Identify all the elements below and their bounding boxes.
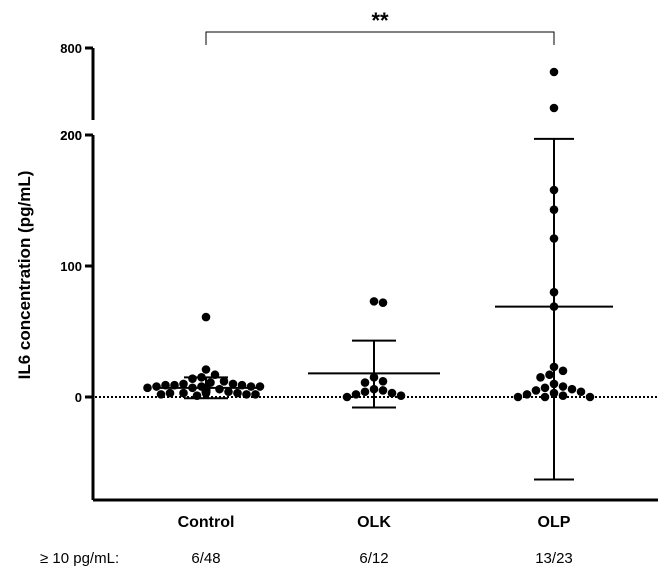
data-point xyxy=(396,391,406,400)
data-point xyxy=(536,373,545,382)
footer-label: ≥ 10 pg/mL: xyxy=(40,550,119,567)
category-label-olk: OLK xyxy=(357,514,391,531)
data-point xyxy=(215,384,224,394)
data-point xyxy=(360,387,370,397)
data-point xyxy=(179,379,188,389)
data-point xyxy=(228,379,238,389)
data-point xyxy=(540,383,550,393)
labels: IL6 concentration (pg/mL) Control 6/48 OLK 6… xyxy=(15,8,573,567)
data-point xyxy=(165,388,175,398)
group-control xyxy=(143,312,265,400)
data-point xyxy=(558,382,568,391)
category-label-olp: OLP xyxy=(538,514,571,531)
y-tick-label: 800 xyxy=(60,41,82,56)
data-point xyxy=(246,382,256,391)
data-point xyxy=(201,365,211,374)
data-point xyxy=(351,390,361,399)
category-label-control: Control xyxy=(178,514,235,531)
footer-value-olk: 6/12 xyxy=(359,550,388,567)
data-point xyxy=(342,392,352,402)
data-point xyxy=(378,298,388,307)
data-point xyxy=(522,390,532,399)
data-point xyxy=(201,312,211,322)
y-tick-label: 200 xyxy=(60,128,82,143)
data-point xyxy=(156,390,166,399)
data-point xyxy=(558,391,568,400)
significance-bracket: ** xyxy=(205,8,555,45)
data-point xyxy=(585,392,595,402)
data-point xyxy=(387,388,397,398)
data-point xyxy=(549,67,559,77)
data-point xyxy=(251,390,260,399)
significance-label: ** xyxy=(371,8,389,33)
data-point xyxy=(567,384,577,394)
data-point xyxy=(378,376,388,386)
y-tick-label: 200 xyxy=(60,128,82,143)
footer-value-control: 6/48 xyxy=(191,550,220,567)
footer-value-olp: 13/23 xyxy=(535,550,573,567)
data-point xyxy=(576,387,586,397)
data-point xyxy=(531,386,541,395)
data-point xyxy=(179,388,188,398)
groups xyxy=(143,67,613,481)
data-point xyxy=(369,297,379,306)
data-point xyxy=(219,376,229,386)
data-point xyxy=(549,103,559,113)
data-point xyxy=(242,390,251,399)
data-point xyxy=(152,382,161,391)
data-point xyxy=(540,392,550,402)
data-point xyxy=(143,383,152,393)
data-point xyxy=(513,392,523,402)
group-olk xyxy=(308,297,440,409)
data-point xyxy=(224,387,233,397)
data-point xyxy=(255,382,265,391)
significance-line xyxy=(205,31,555,45)
group-olp xyxy=(495,67,613,481)
y-tick-label: 0 xyxy=(75,390,82,405)
data-point xyxy=(233,388,242,398)
data-point xyxy=(188,374,197,383)
data-point xyxy=(558,366,568,376)
y-axis-label: IL6 concentration (pg/mL) xyxy=(15,171,34,380)
data-point xyxy=(545,370,554,380)
data-point xyxy=(378,386,388,395)
data-point xyxy=(360,378,370,387)
y-tick-label: 100 xyxy=(60,259,82,274)
